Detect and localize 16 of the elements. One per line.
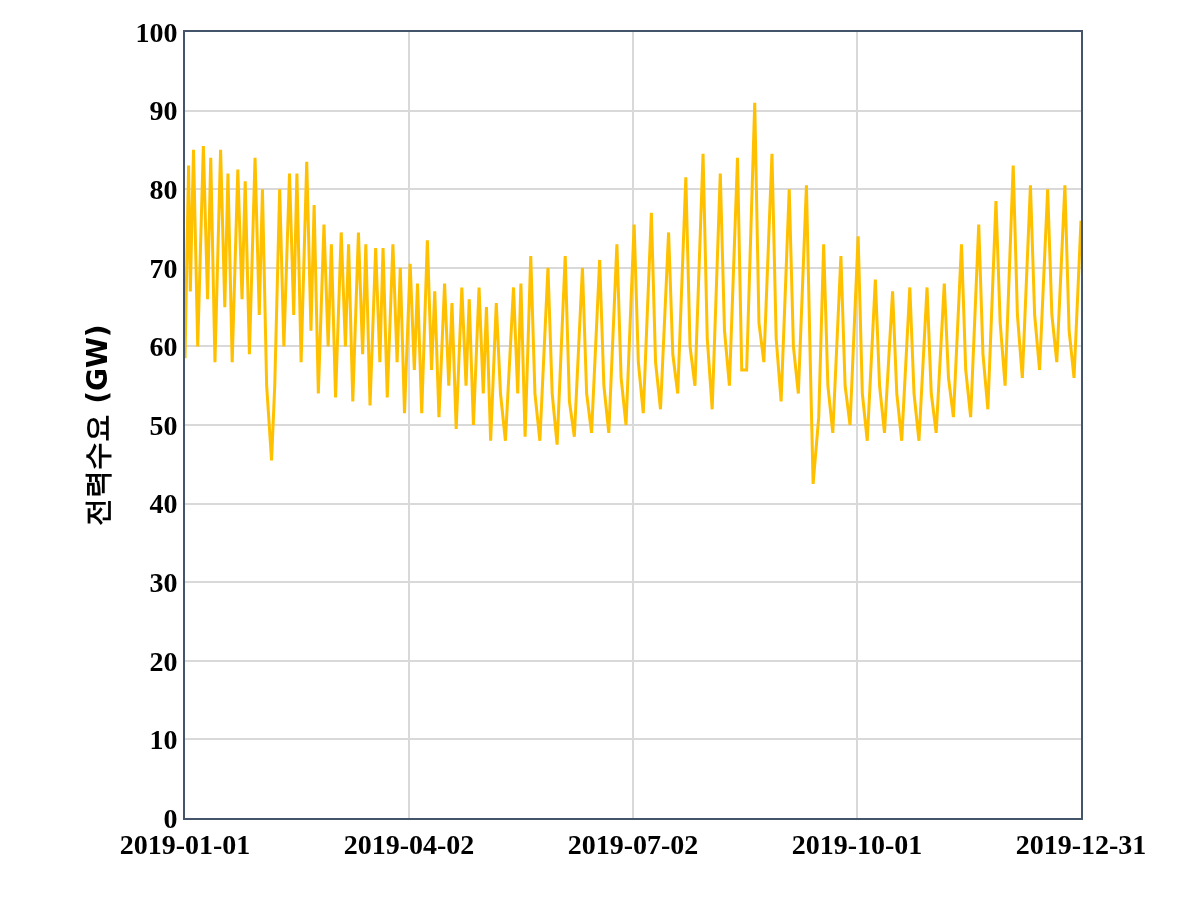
x-tick-label: 2019-04-02 [343,828,475,860]
y-tick-label: 100 [135,16,178,48]
y-tick-label: 10 [149,724,178,756]
y-tick-label: 30 [149,567,178,598]
y-tick-label: 50 [149,409,178,441]
line-series [185,101,1081,486]
y-tick-label: 60 [149,331,178,363]
y-tick-label: 70 [149,252,178,284]
x-tick-label: 2019-10-01 [791,828,923,860]
y-tick-label: 80 [149,174,178,205]
y-tick-label: 20 [149,645,178,677]
y-tick-label: 90 [149,95,178,127]
x-tick-label: 2019-07-02 [567,828,699,860]
y-axis-title: 전력수요 (GW) [80,324,114,526]
x-tick-label: 2019-12-31 [1015,828,1147,860]
y-tick-label: 40 [149,488,178,520]
